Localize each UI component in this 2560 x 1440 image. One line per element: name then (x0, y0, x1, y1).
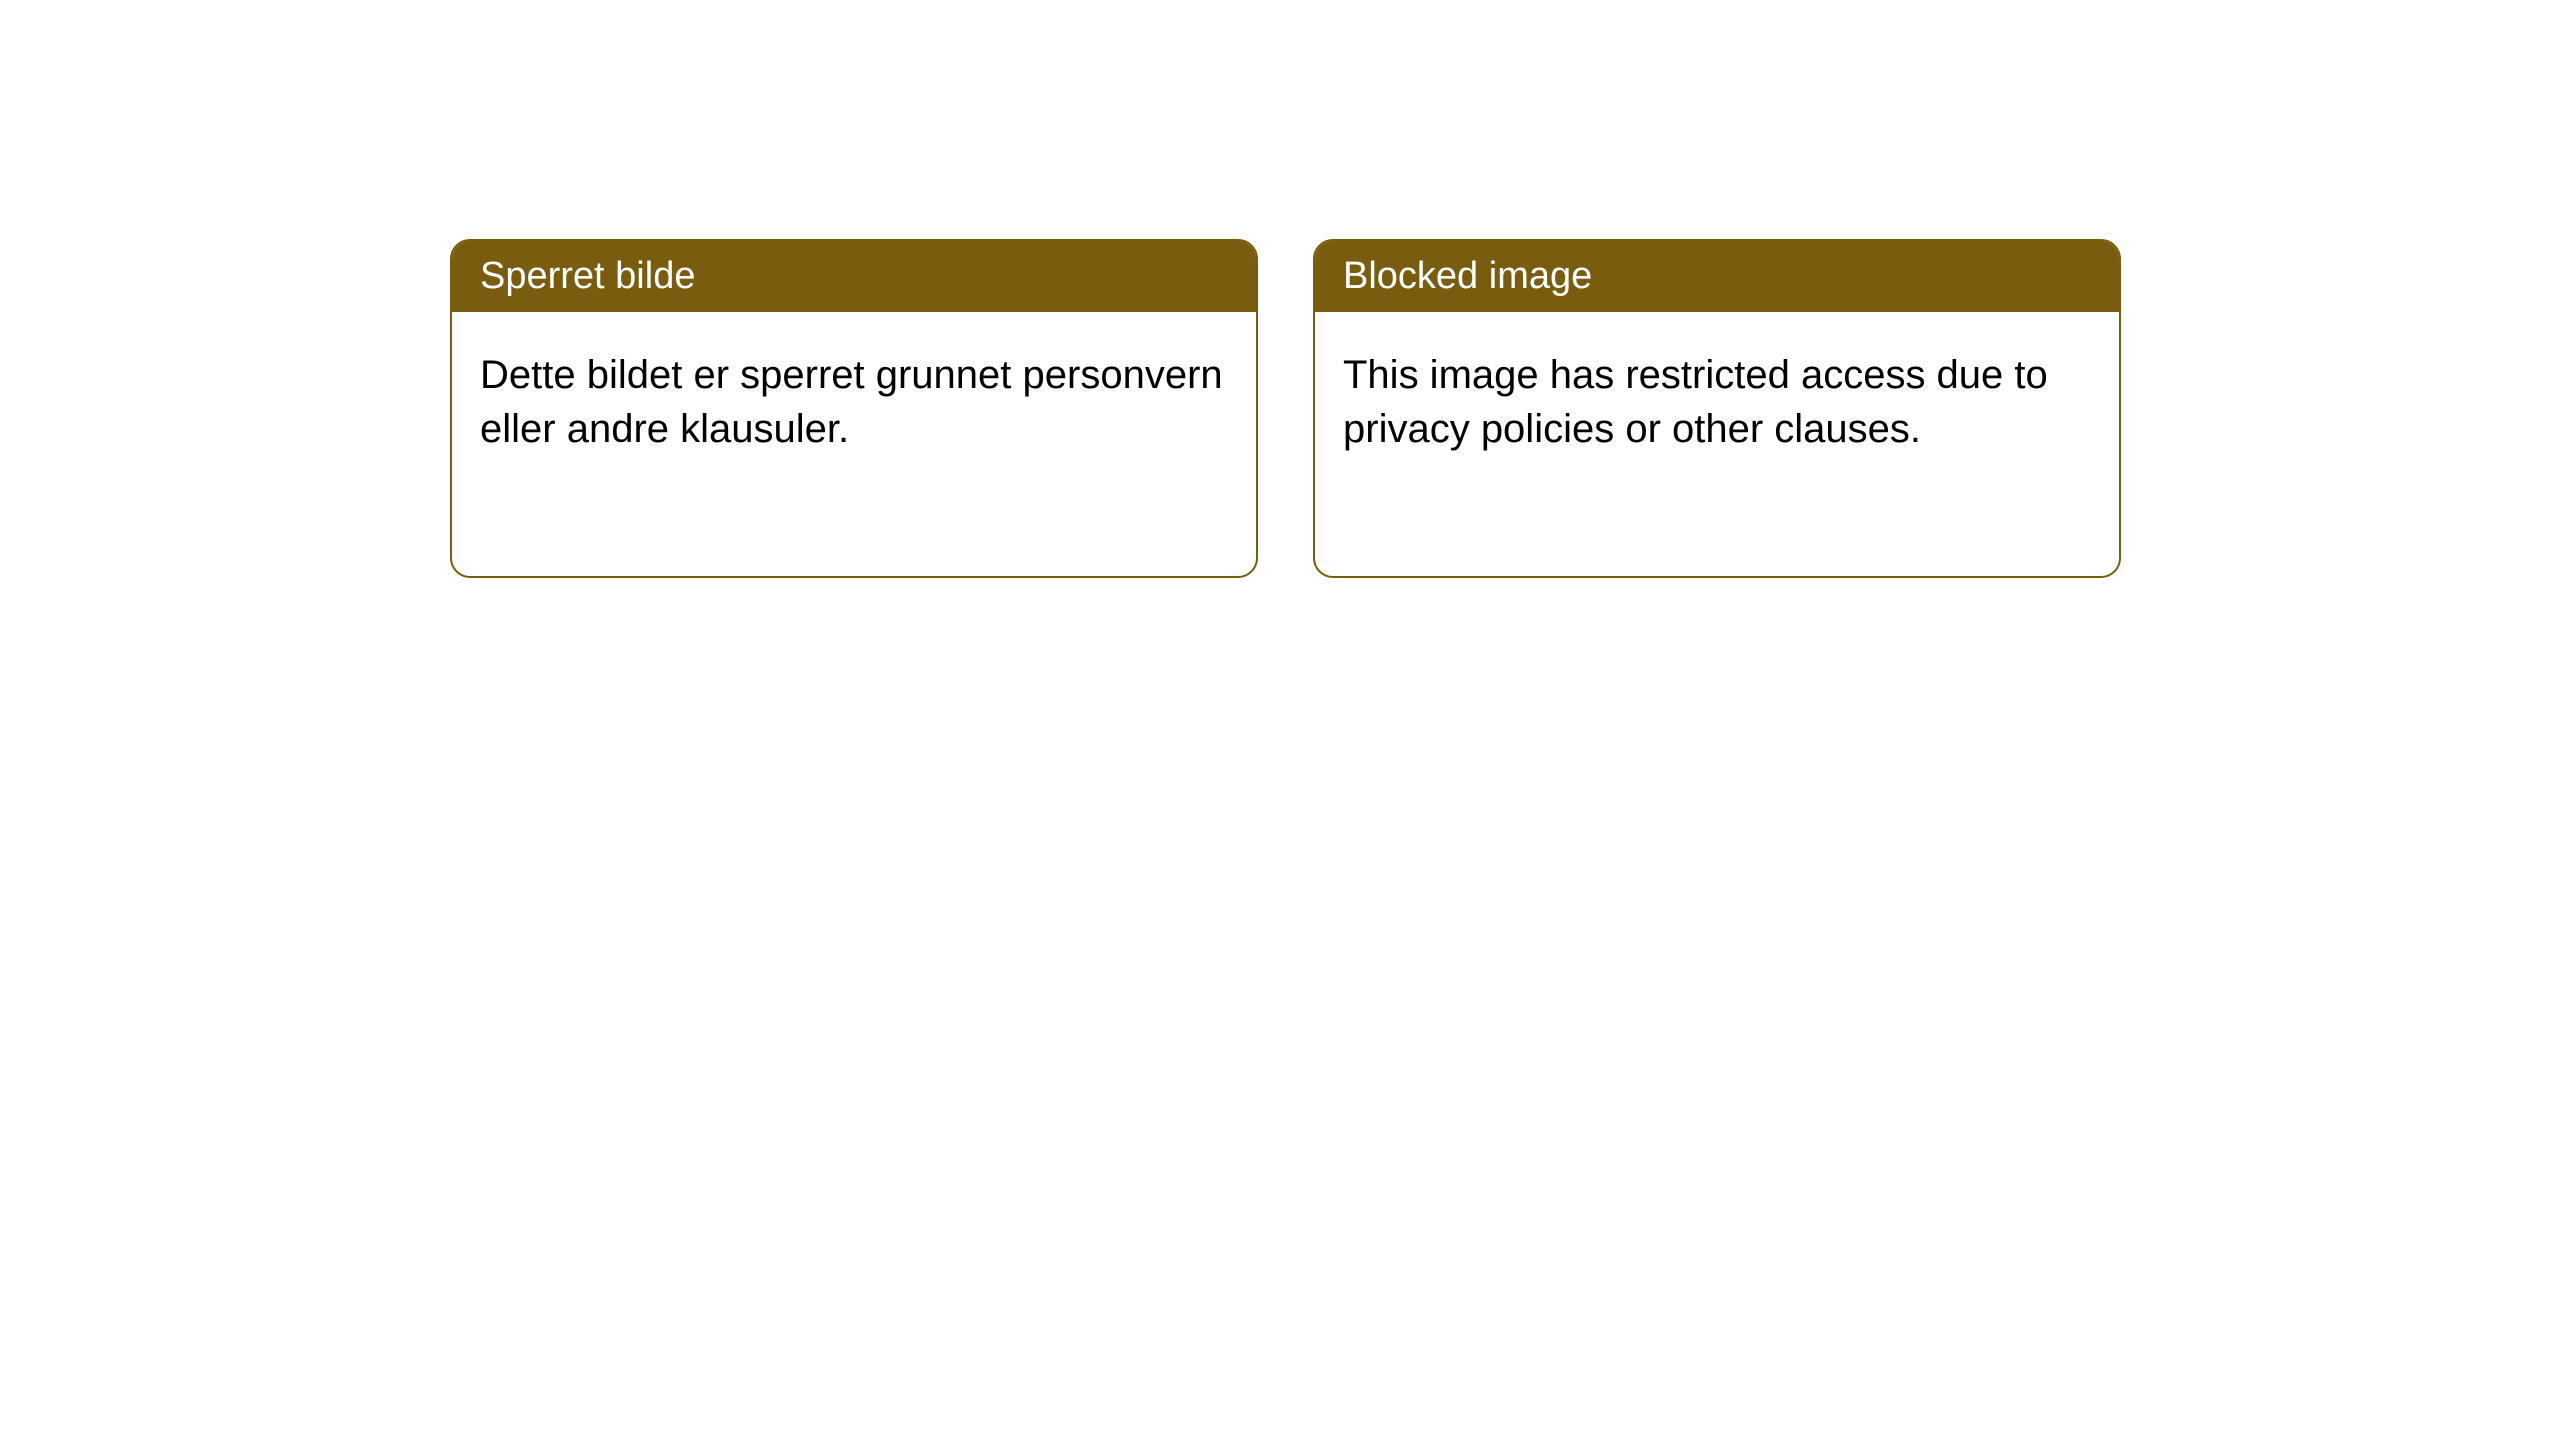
notice-card-title: Blocked image (1315, 241, 2119, 312)
notice-cards-container: Sperret bilde Dette bildet er sperret gr… (450, 239, 2121, 578)
notice-card-norwegian: Sperret bilde Dette bildet er sperret gr… (450, 239, 1258, 578)
notice-card-english: Blocked image This image has restricted … (1313, 239, 2121, 578)
notice-card-body: This image has restricted access due to … (1315, 312, 2119, 492)
notice-card-title: Sperret bilde (452, 241, 1256, 312)
notice-card-body: Dette bildet er sperret grunnet personve… (452, 312, 1256, 492)
